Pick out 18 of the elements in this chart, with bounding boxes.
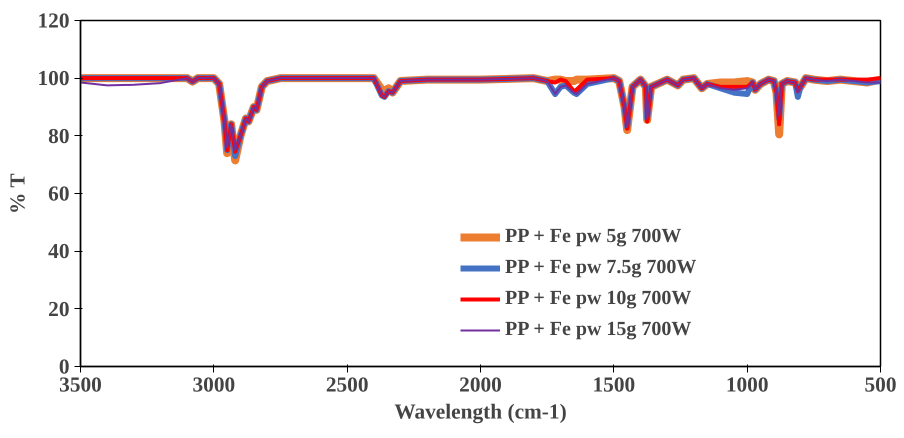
y-tick-label: 120	[38, 8, 70, 32]
x-tick-label: 3000	[192, 372, 236, 396]
legend-label: PP + Fe pw 7.5g 700W	[505, 256, 696, 279]
x-tick-label: 500	[864, 372, 897, 396]
y-axis-title: % T	[6, 173, 30, 214]
y-tick-label: 40	[48, 239, 70, 264]
y-tick-label: 20	[48, 296, 70, 321]
x-axis-title: Wavelength (cm-1)	[394, 400, 567, 424]
y-tick-label: 80	[48, 124, 70, 148]
legend-label: PP + Fe pw 5g 700W	[505, 225, 682, 248]
x-tick-label: 1000	[726, 372, 768, 396]
x-tick-label: 1500	[592, 372, 636, 396]
y-tick-label: 60	[48, 182, 70, 206]
x-tick-label: 2500	[326, 372, 368, 396]
legend-label: PP + Fe pw 10g 700W	[505, 287, 692, 310]
legend-label: PP + Fe pw 15g 700W	[505, 318, 692, 341]
y-tick-label: 100	[38, 66, 70, 90]
x-tick-label: 2000	[459, 372, 502, 396]
